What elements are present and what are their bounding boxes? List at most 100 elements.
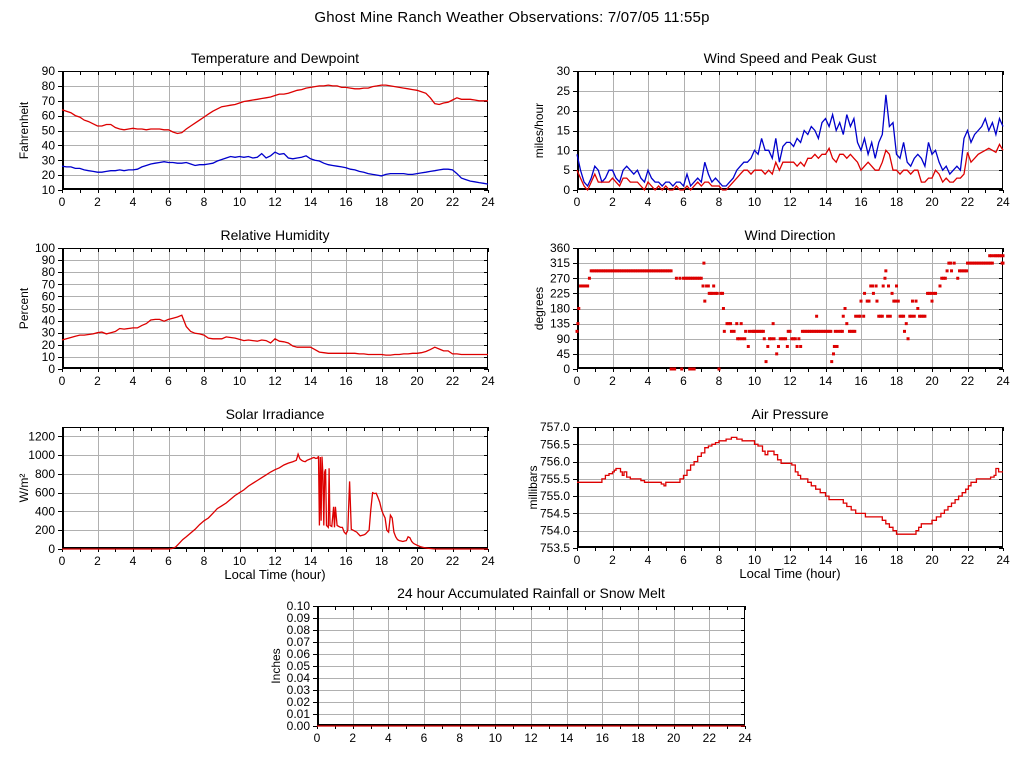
y-tick-label: 0: [563, 183, 570, 197]
data-point: [614, 269, 618, 273]
y-tick-label: 270: [550, 271, 570, 285]
x-tick-label: 0: [574, 553, 581, 567]
data-point: [692, 276, 696, 280]
data-point: [841, 314, 845, 318]
data-point: [881, 284, 885, 288]
data-point: [619, 269, 623, 273]
chart-title-temperature: Temperature and Dewpoint: [191, 50, 359, 66]
data-point: [900, 314, 904, 318]
y-axis-label: W/m²: [17, 474, 31, 503]
data-point: [824, 329, 827, 333]
data-line: [62, 452, 488, 550]
data-point: [746, 344, 750, 348]
data-point: [729, 329, 733, 333]
x-tick-label: 16: [339, 195, 353, 209]
data-point: [959, 269, 963, 273]
data-point: [580, 284, 584, 288]
data-point: [896, 299, 900, 303]
x-tick-label: 14: [304, 374, 318, 388]
data-point: [804, 329, 808, 333]
x-tick-label: 18: [890, 374, 904, 388]
data-point: [699, 276, 703, 280]
y-tick-label: 5: [563, 163, 570, 177]
data-line: [61, 151, 489, 185]
series-air_pressure: [577, 436, 1003, 535]
x-tick-label: 10: [233, 374, 247, 388]
data-point: [642, 269, 646, 273]
data-point: [644, 269, 648, 273]
y-tick-label: 25: [557, 84, 571, 98]
data-point: [760, 329, 764, 333]
data-point: [575, 329, 579, 333]
data-point: [732, 329, 736, 333]
y-tick-label: 60: [42, 289, 56, 303]
data-point: [949, 261, 953, 265]
data-point: [875, 299, 879, 303]
data-point: [829, 329, 833, 333]
data-point: [696, 276, 700, 280]
data-point: [815, 314, 819, 318]
data-point: [923, 314, 927, 318]
data-point: [884, 269, 888, 273]
x-tick-label: 24: [996, 374, 1010, 388]
x-tick-label: 22: [961, 374, 975, 388]
y-tick-label: 40: [42, 314, 56, 328]
data-point: [930, 299, 934, 303]
x-tick-label: 8: [201, 374, 208, 388]
data-point: [938, 284, 942, 288]
chart-title-solar: Solar Irradiance: [226, 406, 325, 422]
data-point: [908, 314, 912, 318]
data-point: [1001, 254, 1005, 258]
data-point: [780, 337, 784, 341]
data-point: [603, 269, 607, 273]
data-line: [576, 94, 1004, 188]
data-point: [669, 269, 673, 273]
data-point: [971, 261, 975, 265]
x-tick-label: 12: [783, 195, 797, 209]
y-tick-label: 0.10: [287, 599, 311, 613]
y-tick-label: 225: [550, 286, 570, 300]
x-tick-label: 18: [890, 553, 904, 567]
data-point: [879, 314, 883, 318]
x-tick-label: 10: [489, 731, 503, 745]
data-point: [956, 276, 960, 280]
y-tick-label: 50: [42, 124, 56, 138]
y-tick-label: 15: [557, 124, 571, 138]
data-point: [910, 314, 914, 318]
data-point: [658, 269, 662, 273]
data-point: [756, 329, 760, 333]
data-point: [988, 254, 992, 258]
y-tick-label: 0.09: [287, 611, 311, 625]
y-tick-label: 200: [35, 523, 55, 537]
data-point: [713, 291, 717, 295]
data-point: [816, 329, 820, 333]
y-axis-label: Fahrenheit: [17, 101, 31, 159]
data-point: [737, 337, 741, 341]
x-tick-label: 16: [339, 554, 353, 568]
data-point: [709, 291, 713, 295]
data-point: [750, 329, 754, 333]
chart-title-humidity: Relative Humidity: [221, 227, 330, 243]
data-point: [577, 307, 581, 310]
data-point: [587, 276, 591, 280]
y-tick-label: 20: [42, 168, 56, 182]
data-point: [851, 329, 855, 333]
data-point: [815, 329, 819, 333]
data-point: [634, 269, 638, 273]
y-tick-label: 1000: [28, 448, 55, 462]
data-point: [906, 337, 910, 341]
data-point: [688, 367, 692, 371]
chart-title-wind_direction: Wind Direction: [744, 227, 835, 243]
data-point: [762, 337, 766, 341]
y-tick-label: 754.0: [540, 524, 570, 538]
data-point: [990, 261, 994, 265]
data-point: [593, 269, 597, 273]
data-point: [639, 269, 643, 273]
data-point: [735, 322, 739, 326]
data-point: [685, 276, 689, 280]
data-point: [657, 269, 661, 273]
chart-title-rainfall: 24 hour Accumulated Rainfall or Snow Mel…: [397, 585, 665, 601]
series-dewpoint: [61, 151, 489, 185]
data-point: [621, 269, 625, 273]
